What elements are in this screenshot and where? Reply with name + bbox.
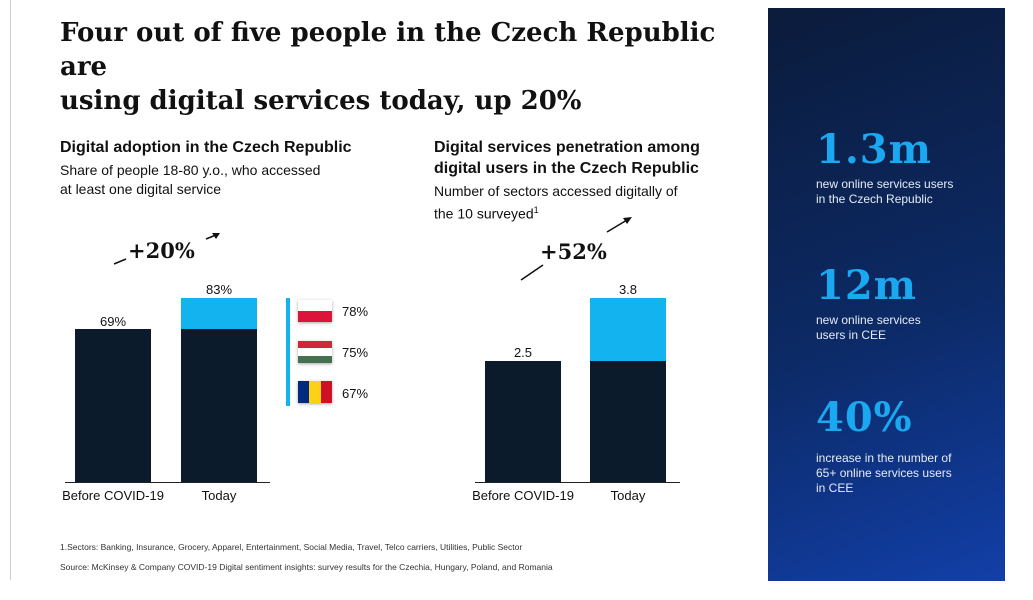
- hungary-value: 75%: [342, 345, 369, 360]
- footnote-sectors: 1.Sectors: Banking, Insurance, Grocery, …: [60, 542, 523, 552]
- right-section-subtitle-2: the 10 surveyed: [434, 205, 534, 222]
- left-bar-2-label: 83%: [205, 282, 233, 297]
- left-category-today: Today: [201, 488, 237, 503]
- stat-3-line-2: 65+ online services users: [816, 466, 952, 480]
- left-growth-label: +20%: [128, 238, 195, 263]
- left-section-title: Digital adoption in the Czech Republic: [60, 139, 352, 156]
- stat-2-line-2: users in CEE: [816, 328, 887, 342]
- left-bar-today-base: [181, 329, 257, 482]
- right-baseline: [475, 482, 680, 483]
- stat-2-line-1: new online services: [816, 313, 921, 327]
- left-section-subtitle-2: at least one digital service: [60, 181, 222, 197]
- right-bar-2-label: 3.8: [618, 282, 638, 297]
- stat-2-value: 12m: [816, 262, 917, 309]
- stat-3-description: increase in the number of 65+ online ser…: [816, 451, 996, 496]
- stat-1-line-1: new online services users: [816, 177, 954, 191]
- right-bar-1-label: 2.5: [513, 345, 533, 360]
- stat-3-value: 40%: [816, 394, 913, 441]
- left-section-subtitle-1: Share of people 18-80 y.o., who accessed: [60, 162, 321, 178]
- hungary-flag-icon: [298, 341, 332, 363]
- stat-3: 40% increase in the number of 65+ online…: [816, 394, 996, 496]
- right-bar-today-increase: [590, 298, 666, 361]
- left-growth-arrow: [113, 233, 220, 265]
- footnote-source: Source: McKinsey & Company COVID-19 Digi…: [60, 562, 553, 572]
- stat-1: 1.3m new online services users in the Cz…: [816, 126, 996, 207]
- left-baseline: [65, 482, 270, 483]
- left-bar-before-covid: [75, 329, 151, 482]
- stat-2-description: new online services users in CEE: [816, 313, 996, 343]
- headline: Four out of five people in the Czech Rep…: [60, 16, 760, 118]
- poland-value: 78%: [342, 304, 369, 319]
- left-section-header: Digital adoption in the Czech Republic S…: [60, 137, 420, 199]
- stat-3-line-1: increase in the number of: [816, 451, 952, 465]
- right-category-before: Before COVID-19: [472, 488, 574, 503]
- headline-line-1: Four out of five people in the Czech Rep…: [60, 18, 716, 82]
- right-growth-label: +52%: [540, 239, 607, 264]
- headline-line-2: using digital services today, up 20%: [60, 86, 582, 116]
- stat-3-line-3: in CEE: [816, 481, 854, 495]
- right-section-title-2: digital users in the Czech Republic: [434, 160, 699, 177]
- footnote-marker: 1: [533, 205, 539, 215]
- left-bar-today-increase: [181, 298, 257, 330]
- right-bar-today-base: [590, 360, 666, 482]
- stat-1-line-2: in the Czech Republic: [816, 192, 933, 206]
- comparison-bracket: [286, 298, 290, 406]
- stats-panel: 1.3m new online services users in the Cz…: [768, 8, 1005, 581]
- right-bar-before-covid: [485, 360, 561, 482]
- right-section-header: Digital services penetration among digit…: [434, 137, 764, 224]
- right-section-subtitle-2-wrap: the 10 surveyed1: [434, 201, 764, 224]
- right-category-today: Today: [610, 488, 646, 503]
- stat-1-value: 1.3m: [816, 126, 932, 173]
- romania-flag-icon: [298, 381, 332, 403]
- right-growth-arrow: [520, 217, 632, 281]
- stat-1-description: new online services users in the Czech R…: [816, 177, 996, 207]
- romania-value: 67%: [342, 386, 369, 401]
- left-category-before: Before COVID-19: [62, 488, 164, 503]
- right-section-subtitle-1: Number of sectors accessed digitally of: [434, 183, 678, 199]
- left-bar-1-label: 69%: [99, 314, 127, 329]
- right-section-title-1: Digital services penetration among: [434, 139, 700, 156]
- left-rule: [10, 0, 11, 580]
- stat-2: 12m new online services users in CEE: [816, 262, 996, 343]
- poland-flag-icon: [298, 300, 332, 322]
